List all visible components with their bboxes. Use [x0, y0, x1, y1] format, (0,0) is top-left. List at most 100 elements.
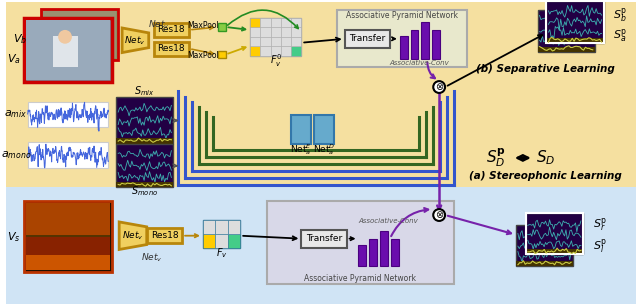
Bar	[411, 30, 419, 59]
Text: (a) Stereophonic Learning: (a) Stereophonic Learning	[469, 171, 622, 181]
Bar	[26, 20, 110, 80]
Bar	[260, 18, 271, 28]
Text: $F_v^0$: $F_v^0$	[269, 52, 282, 69]
Bar	[26, 203, 110, 270]
Bar	[250, 46, 260, 55]
Bar	[547, 38, 604, 43]
Circle shape	[58, 30, 72, 44]
Bar	[271, 46, 281, 55]
Bar	[337, 10, 467, 67]
Bar	[281, 18, 291, 28]
Bar	[26, 256, 110, 270]
Bar	[281, 28, 291, 37]
Bar	[291, 37, 301, 46]
Bar	[516, 225, 573, 266]
Bar	[260, 37, 271, 46]
Bar	[44, 11, 116, 58]
Text: $\mathrm{Net}_a^D$: $\mathrm{Net}_a^D$	[313, 142, 335, 156]
Bar	[391, 239, 399, 266]
Bar	[215, 234, 228, 248]
Bar	[538, 47, 595, 52]
Bar	[65, 22, 71, 50]
Bar	[228, 220, 240, 234]
Bar	[147, 228, 182, 243]
Bar	[26, 236, 110, 270]
Bar	[271, 28, 281, 37]
Bar	[291, 28, 301, 37]
Text: $F_v$: $F_v$	[216, 247, 227, 260]
Bar	[291, 115, 311, 144]
Bar	[267, 201, 454, 284]
Bar	[547, 2, 604, 43]
Circle shape	[433, 209, 445, 221]
Bar	[526, 213, 583, 254]
Text: Res18: Res18	[150, 231, 179, 240]
Bar	[6, 188, 636, 304]
Bar	[250, 28, 260, 37]
Bar	[116, 139, 173, 144]
Polygon shape	[122, 28, 148, 53]
Bar	[260, 28, 271, 37]
Bar	[24, 18, 112, 82]
Bar	[250, 18, 260, 28]
Text: $\mathrm{Net}_a^E$: $\mathrm{Net}_a^E$	[291, 142, 312, 156]
Bar	[271, 18, 281, 28]
Bar	[203, 220, 240, 248]
Bar	[250, 37, 260, 46]
Text: Transfer: Transfer	[349, 34, 385, 43]
Bar	[526, 213, 583, 254]
Text: Associative-Conv: Associative-Conv	[358, 218, 418, 224]
Bar	[218, 50, 225, 58]
Bar	[358, 244, 366, 266]
Text: $V_a$: $V_a$	[7, 53, 20, 66]
Bar	[400, 36, 408, 59]
Bar	[6, 2, 636, 188]
Bar	[26, 235, 110, 237]
Text: ⊗: ⊗	[435, 210, 444, 220]
Bar	[260, 46, 271, 55]
Bar	[291, 46, 301, 55]
Bar	[281, 37, 291, 46]
Bar	[369, 239, 377, 266]
Bar	[116, 97, 173, 144]
Text: (b) Separative Learning: (b) Separative Learning	[476, 64, 615, 74]
Text: MaxPool: MaxPool	[187, 21, 219, 31]
Text: Net$_v$: Net$_v$	[141, 251, 163, 263]
Bar	[380, 231, 388, 266]
Text: $S_b^{\rm p}$: $S_b^{\rm p}$	[613, 7, 628, 25]
Bar	[344, 30, 390, 48]
Text: Associative Pyramid Network: Associative Pyramid Network	[346, 11, 458, 20]
Bar	[203, 234, 215, 248]
Text: $S_l^{\rm p}$: $S_l^{\rm p}$	[593, 237, 607, 256]
Bar	[271, 37, 281, 46]
Text: $S_D$: $S_D$	[536, 149, 555, 167]
Bar	[154, 23, 189, 37]
Text: Net$_v$: Net$_v$	[122, 230, 144, 242]
Text: Net$_v$: Net$_v$	[124, 35, 146, 47]
Text: $V_s$: $V_s$	[7, 230, 20, 244]
Bar	[154, 42, 189, 55]
Bar	[24, 201, 112, 272]
Bar	[314, 115, 334, 144]
Bar	[516, 261, 573, 266]
Text: Net$_v$: Net$_v$	[148, 19, 170, 31]
Bar	[28, 102, 108, 127]
Text: Transfer: Transfer	[306, 234, 342, 243]
Text: $S_{mono}$: $S_{mono}$	[131, 185, 158, 198]
Bar	[28, 142, 108, 168]
Bar	[538, 10, 595, 52]
Bar	[53, 36, 78, 67]
Bar	[215, 220, 228, 234]
Bar	[218, 23, 225, 31]
Text: Associative-Conv: Associative-Conv	[390, 60, 449, 66]
Text: $S_D^{\bf p}$: $S_D^{\bf p}$	[486, 147, 506, 169]
Text: MaxPool: MaxPool	[187, 51, 219, 60]
Bar	[291, 18, 301, 28]
Bar	[116, 182, 173, 188]
Bar	[42, 9, 118, 61]
Bar	[281, 46, 291, 55]
Bar	[116, 144, 173, 188]
Bar	[203, 220, 215, 234]
Text: Res18: Res18	[157, 44, 185, 53]
Bar	[228, 234, 240, 248]
